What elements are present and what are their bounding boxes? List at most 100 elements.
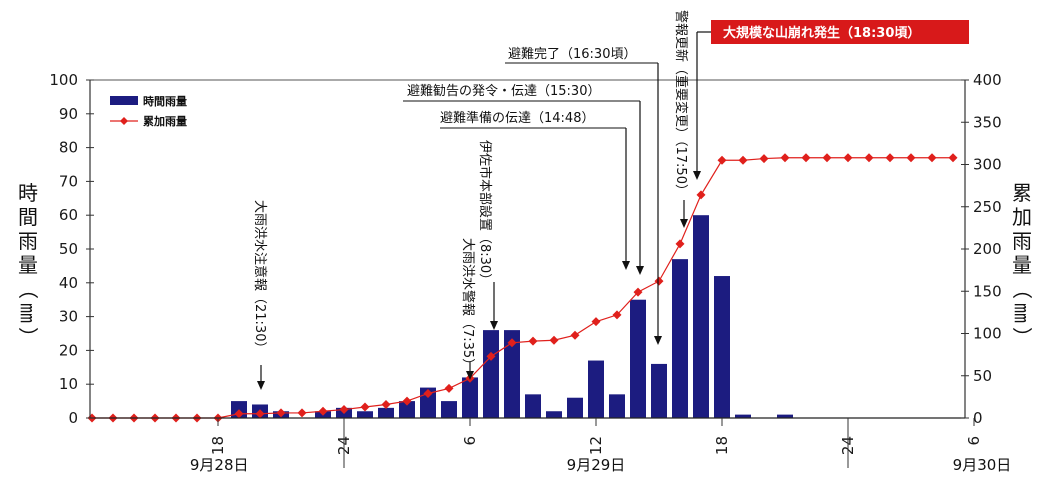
annotation-landslide-arrow-head	[693, 171, 701, 180]
left-tick-label: 80	[59, 139, 78, 157]
right-axis-title: 累加雨量（ ㎜ ）	[1010, 181, 1034, 347]
cumulative-rain-point	[507, 338, 517, 348]
left-tick-label: 60	[59, 206, 78, 224]
hourly-rain-bar	[672, 259, 688, 418]
annotation-flood-warning-arrow-head	[466, 371, 474, 380]
right-axis-title-char: 加	[1012, 205, 1032, 229]
x-tick-label: 18	[713, 436, 731, 455]
hourly-rain-bar	[441, 401, 457, 418]
cumulative-rain-point	[402, 396, 412, 406]
hourly-rain-bar	[693, 215, 709, 418]
left-tick-label: 30	[59, 308, 78, 326]
legend-hourly-label: 時間雨量	[143, 94, 187, 108]
right-axis-title-char: 雨	[1012, 229, 1032, 253]
left-tick-label: 10	[59, 375, 78, 393]
right-tick-label: 0	[973, 409, 983, 427]
legend-cumulative-label: 累加雨量	[143, 114, 187, 128]
left-axis-title: 時間雨量（ ㎜ ）	[16, 181, 40, 347]
left-tick-label: 70	[59, 172, 78, 190]
cumulative-rain-point	[843, 153, 853, 163]
right-tick-label: 350	[973, 113, 1002, 131]
cumulative-rain-point	[780, 153, 790, 163]
right-tick-label: 400	[973, 71, 1002, 89]
cumulative-rain-point	[591, 317, 601, 327]
annotation-landslide-box	[711, 20, 969, 44]
cumulative-rain-point	[801, 153, 811, 163]
left-axis-title-char: ㎜	[16, 303, 40, 323]
hourly-rain-bar	[378, 407, 394, 418]
x-tick-label: 18	[209, 436, 227, 455]
legend-hourly-swatch	[110, 96, 138, 105]
cumulative-rain-point	[822, 153, 832, 163]
cumulative-rain-point	[654, 276, 664, 286]
cumulative-rain-point	[339, 405, 349, 415]
annotation-evac-prep: 避難準備の伝達（14:48）	[440, 110, 594, 126]
left-axis-title-char: 量	[18, 253, 38, 277]
annotation-hq-setup-arrow-head	[490, 321, 498, 330]
left-tick-label: 40	[59, 274, 78, 292]
right-tick-label: 300	[973, 156, 1002, 174]
right-axis-title-char: ㎜	[1010, 303, 1034, 323]
hourly-rain-bar	[777, 414, 793, 418]
cumulative-rain-line	[92, 157, 953, 419]
hourly-rain-bar	[462, 377, 478, 418]
annotation-evac-prep-arrow-head	[622, 261, 630, 270]
left-axis-title-char: 雨	[18, 229, 38, 253]
day-label: 9月30日	[953, 456, 1012, 474]
annotation-hq-setup: 伊佐市本部設置（8:30）	[477, 140, 493, 286]
left-tick-label: 50	[59, 240, 78, 258]
cumulative-rain-point	[570, 330, 580, 340]
hourly-rain-bar	[567, 397, 583, 418]
hourly-rain-bar	[588, 360, 604, 418]
annotation-evac-complete-arrow-head	[654, 336, 662, 345]
hourly-rain-bar	[546, 411, 562, 418]
annotation-evac-complete: 避難完了（16:30頃）	[508, 47, 636, 62]
cumulative-rain-point	[633, 287, 643, 297]
annotation-warning-update-arrow-head	[680, 219, 688, 228]
hourly-rain-bar	[357, 411, 373, 418]
cumulative-rain-point	[360, 402, 370, 412]
cumulative-rain-point	[234, 409, 244, 419]
cumulative-rain-point	[423, 388, 433, 398]
left-axis-title-char: ）	[16, 327, 40, 347]
left-tick-label: 0	[68, 409, 78, 427]
cumulative-rain-point	[486, 351, 496, 361]
right-tick-label: 150	[973, 282, 1002, 300]
annotation-evac-order: 避難勧告の発令・伝達（15:30）	[407, 83, 600, 99]
cumulative-rain-point	[759, 154, 769, 164]
day-label: 9月29日	[567, 456, 626, 474]
day-label: 9月28日	[190, 456, 249, 474]
cumulative-rain-point	[885, 153, 895, 163]
right-tick-label: 200	[973, 240, 1002, 258]
legend-cumulative-marker	[120, 117, 128, 125]
x-tick-label: 12	[587, 436, 605, 455]
right-axis-title-char: （	[1010, 279, 1034, 299]
annotation-evac-order-arrow-head	[636, 266, 644, 275]
cumulative-rain-point	[255, 409, 265, 419]
hourly-rain-bar	[399, 401, 415, 418]
hourly-rain-bar	[483, 330, 499, 418]
right-axis-title-char: 累	[1012, 181, 1032, 205]
hourly-rain-bar	[735, 414, 751, 418]
left-axis-title-char: （	[16, 279, 40, 299]
cumulative-rain-point	[948, 153, 958, 163]
cumulative-rain-point	[864, 153, 874, 163]
x-tick-label: 6	[965, 436, 983, 446]
right-tick-label: 50	[973, 367, 992, 385]
left-tick-label: 90	[59, 105, 78, 123]
cumulative-rain-point	[696, 190, 706, 200]
annotation-flood-advisory: 大雨洪水注意報（21:30）	[252, 200, 268, 354]
right-axis-title-char: 量	[1012, 253, 1032, 277]
hourly-rain-bar	[714, 276, 730, 418]
cumulative-rain-point	[297, 408, 307, 418]
right-axis-title-char: ）	[1010, 327, 1034, 347]
left-tick-label: 20	[59, 341, 78, 359]
left-axis-title-char: 間	[18, 205, 38, 229]
annotation-flood-warning: 大雨洪水警報（7:35）	[460, 238, 476, 371]
left-axis-title-char: 時	[18, 181, 38, 205]
hourly-rain-bar	[525, 394, 541, 418]
annotation-flood-advisory-arrow-head	[257, 381, 265, 390]
hourly-rain-bar	[504, 330, 520, 418]
hourly-rain-bar	[651, 363, 667, 418]
